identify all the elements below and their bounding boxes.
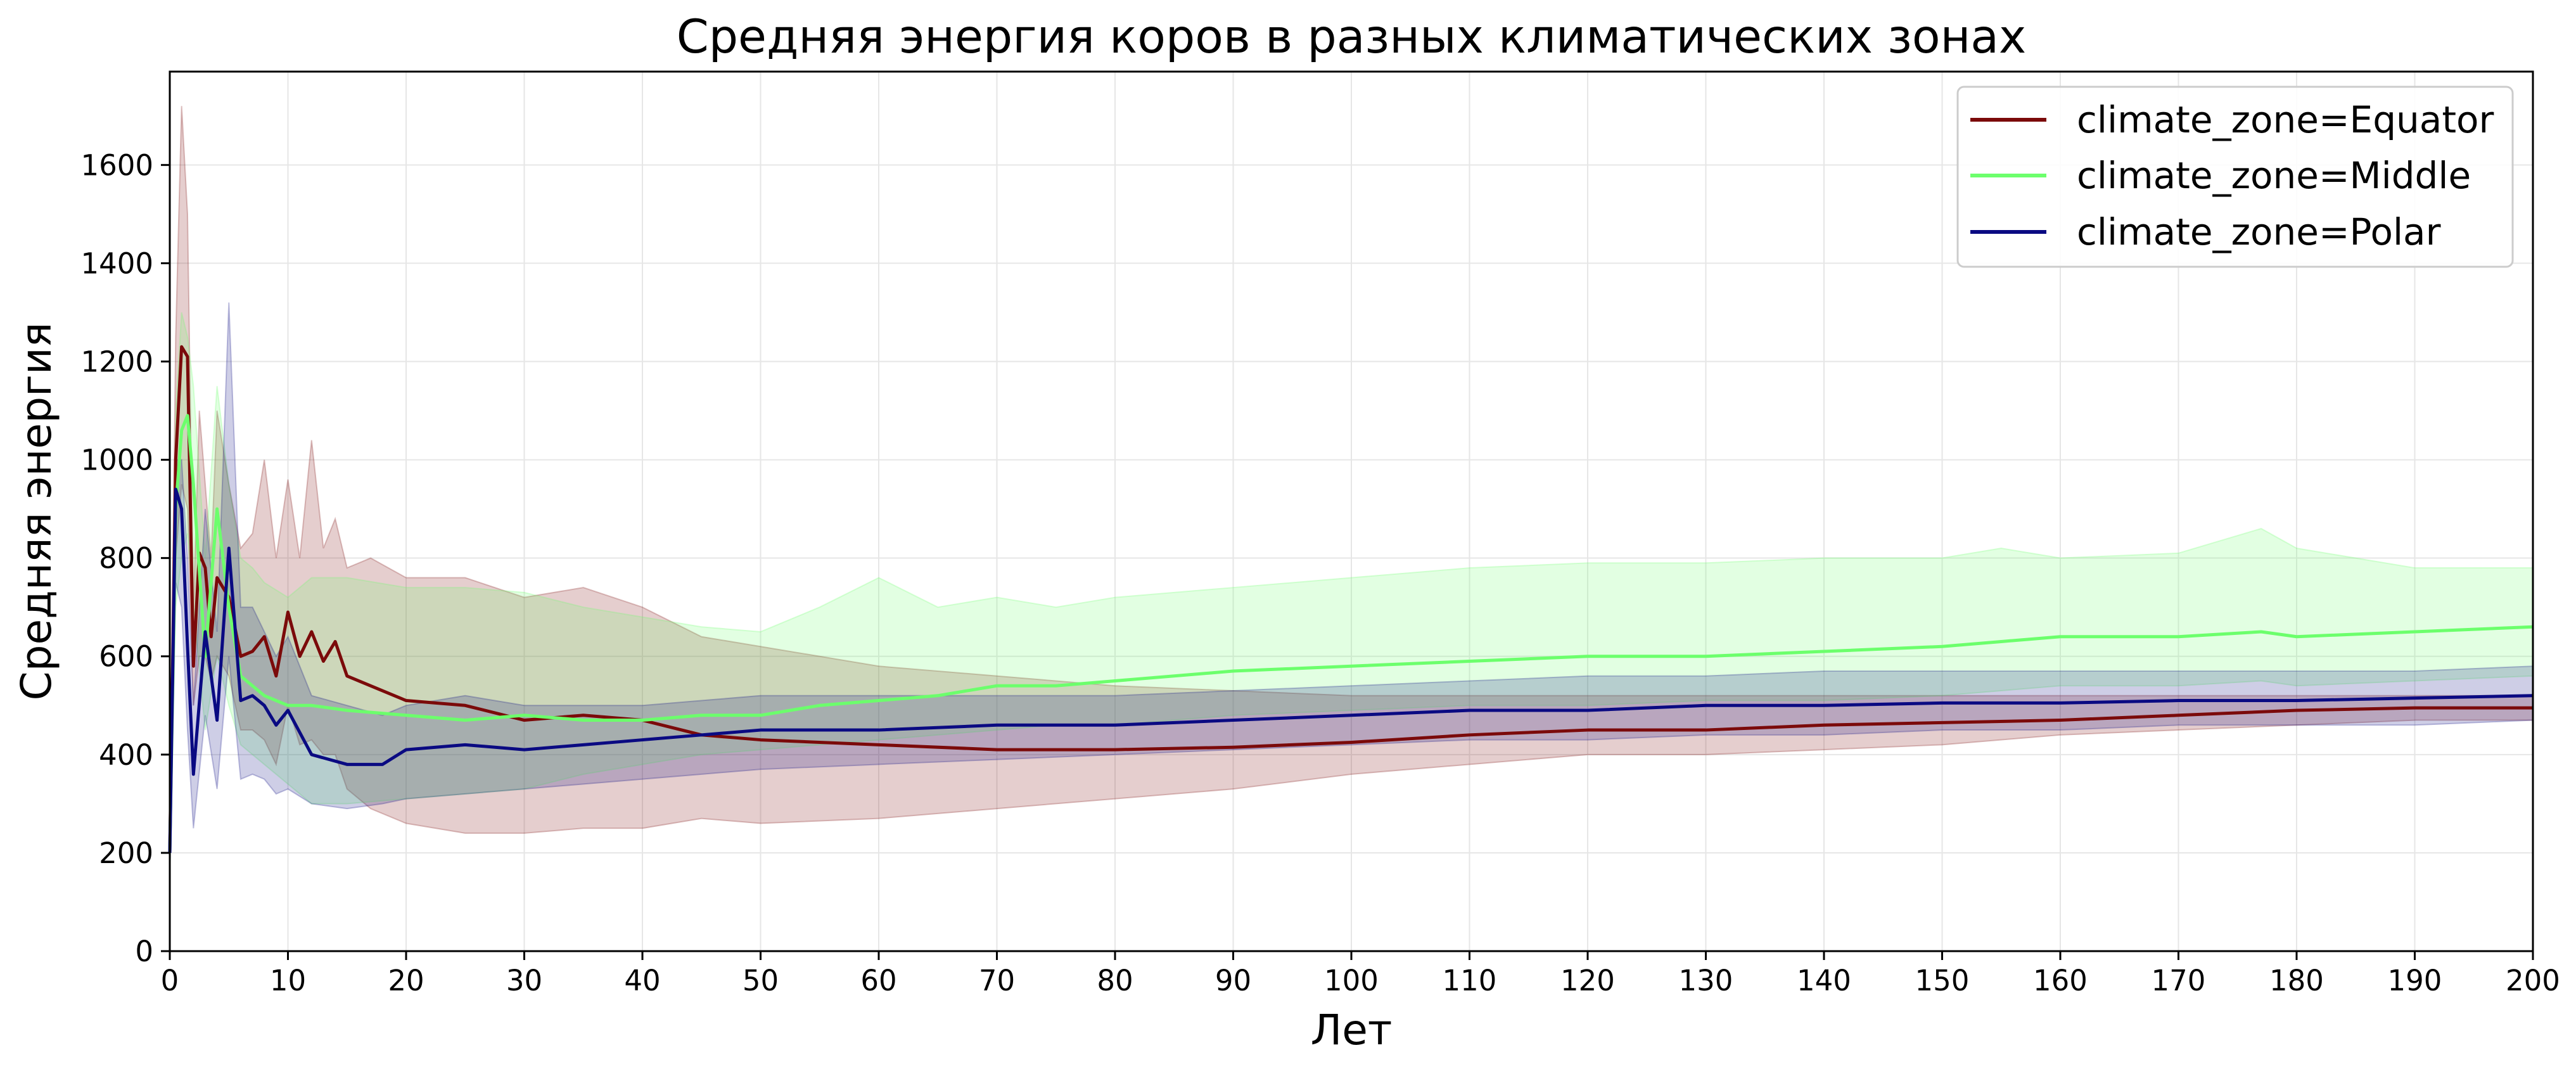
series-lines: [168, 345, 2534, 853]
y-tick-label: 1000: [80, 444, 153, 477]
x-tick-label: 30: [506, 964, 542, 997]
x-tick-label: 70: [979, 964, 1015, 997]
x-tick-label: 90: [1215, 964, 1251, 997]
x-tick-label: 10: [270, 964, 306, 997]
series-line-middle: [168, 414, 2534, 853]
legend-box: [1956, 86, 2514, 268]
x-tick-label: 40: [624, 964, 660, 997]
x-tick-label: 170: [2152, 964, 2206, 997]
x-tick-label: 60: [860, 964, 896, 997]
axis-ticks: 0 10 20 30 40 50 60 70 80 90 100 110 120 130 140 150 160…: [80, 148, 2560, 997]
y-tick-label: 1400: [80, 246, 153, 280]
x-tick-label: 80: [1097, 964, 1133, 997]
x-tick-label: 110: [1443, 964, 1497, 997]
x-tick-label: 190: [2388, 964, 2442, 997]
x-tick-label: 20: [388, 964, 424, 997]
x-tick-label: 120: [1560, 964, 1615, 997]
legend-label-middle: climate_zone=Middle: [2077, 154, 2471, 197]
x-axis-title: Лет: [1311, 1006, 1393, 1054]
y-tick-label: 0: [135, 935, 153, 968]
x-tick-label: 140: [1797, 964, 1851, 997]
x-tick-label: 50: [743, 964, 779, 997]
chart-title: Средняя энергия коров в разных климатиче…: [677, 10, 2027, 64]
x-tick-label: 130: [1679, 964, 1733, 997]
x-tick-label: 0: [161, 964, 179, 997]
legend: climate_zone=Equator climate_zone=Middle…: [1956, 86, 2514, 268]
x-tick-label: 200: [2506, 964, 2560, 997]
x-tick-label: 150: [1915, 964, 1970, 997]
y-tick-label: 1600: [80, 148, 153, 182]
x-tick-label: 180: [2269, 964, 2324, 997]
y-tick-label: 600: [99, 640, 153, 674]
legend-label-polar: climate_zone=Polar: [2077, 210, 2441, 253]
series-line-polar: [168, 487, 2534, 853]
y-tick-label: 1200: [80, 345, 153, 378]
x-tick-label: 160: [2033, 964, 2088, 997]
series-line-equator: [168, 345, 2533, 853]
y-tick-label: 800: [99, 542, 153, 575]
y-tick-label: 200: [99, 836, 153, 870]
x-tick-label: 100: [1324, 964, 1379, 997]
y-tick-label: 400: [99, 738, 153, 772]
y-axis-title: Средняя энергия: [12, 323, 61, 701]
legend-label-equator: climate_zone=Equator: [2077, 98, 2494, 141]
